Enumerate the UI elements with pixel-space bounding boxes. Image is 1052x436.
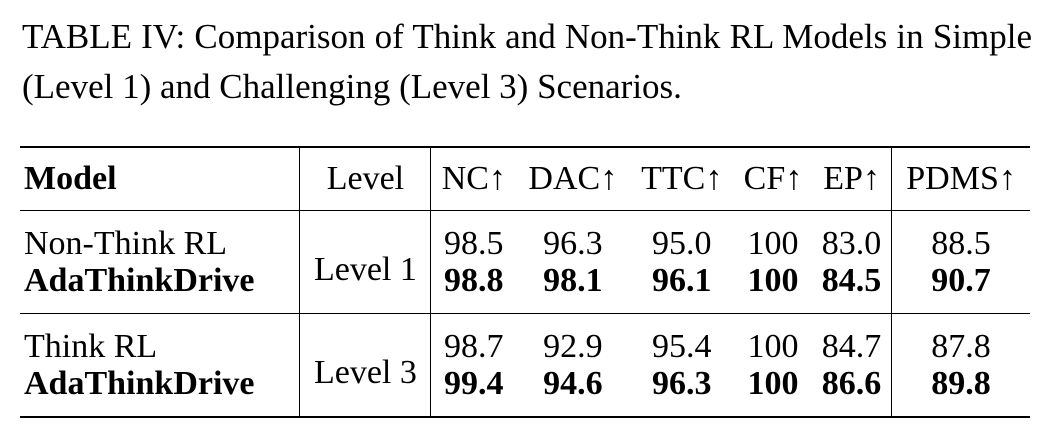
column-header: PDMS↑	[906, 160, 1016, 197]
column-header: Level	[299, 147, 432, 211]
value-cell: 84.7	[811, 313, 893, 365]
value-cell: 86.6	[811, 365, 893, 417]
value-cell: 100	[747, 328, 799, 365]
value-cell: 89.8	[931, 365, 991, 402]
column-header: CF↑	[743, 160, 803, 197]
data-row: AdaThinkDrive 98.8 98.1 96.1 100 84.5 90.7	[20, 262, 1030, 314]
column-header: TTC↑	[641, 160, 723, 197]
value-cell: 84.5	[811, 262, 893, 314]
value-cell: 95.4	[651, 328, 712, 365]
column-header: EP↑	[811, 147, 893, 211]
model-cell: AdaThinkDrive	[24, 262, 255, 299]
value-cell: 98.7	[444, 328, 504, 365]
value-cell: 100	[747, 365, 799, 402]
value-cell: 83.0	[811, 210, 893, 262]
results-table: Model Level NC↑ DAC↑ TTC↑ CF↑ EP↑ PDMS↑ Non-Thin…	[20, 146, 1030, 418]
data-row: Non-Think RL Level 1 98.5 96.3 95.0 100 83.0 88…	[20, 210, 1030, 314]
model-cell: AdaThinkDrive	[24, 365, 255, 402]
model-cell: Non-Think RL	[24, 225, 228, 262]
value-cell: 90.7	[931, 262, 991, 299]
column-header: DAC↑	[528, 160, 618, 197]
value-cell: 96.3	[543, 225, 603, 262]
caption: TABLE IV: Comparison of Think and Non-Th…	[22, 17, 1032, 106]
value-cell: 98.5	[444, 225, 504, 262]
data-row: Think RL Level 3 98.7 92.9 95.4 100 84.7 87.8	[20, 313, 1030, 417]
data-row: AdaThinkDrive 99.4 94.6 96.3 100 86.6 89.8	[20, 365, 1030, 417]
value-cell: 88.5	[931, 225, 991, 262]
column-header: NC↑	[441, 160, 506, 197]
value-cell: 99.4	[444, 365, 504, 402]
value-cell: 100	[747, 262, 799, 299]
value-cell: 94.6	[543, 365, 603, 402]
value-cell: 100	[747, 225, 799, 262]
row-group: Non-Think RL Level 1 98.5 96.3 95.0 100 83.0 88…	[20, 210, 1030, 314]
header-row: Model Level NC↑ DAC↑ TTC↑ CF↑ EP↑ PDMS↑	[20, 147, 1030, 211]
level-cell: Level 3	[299, 313, 432, 417]
model-cell: Think RL	[24, 328, 158, 365]
table-head: Model Level NC↑ DAC↑ TTC↑ CF↑ EP↑ PDMS↑	[20, 147, 1030, 211]
value-cell: 98.1	[543, 262, 603, 299]
value-cell: 95.0	[651, 225, 712, 262]
column-header: Model	[20, 147, 301, 211]
value-cell: 96.1	[651, 262, 712, 299]
value-cell: 92.9	[543, 328, 603, 365]
level-cell: Level 1	[299, 210, 432, 314]
row-group: Think RL Level 3 98.7 92.9 95.4 100 84.7 87.8 Ad…	[20, 313, 1030, 417]
value-cell: 87.8	[931, 328, 991, 365]
value-cell: 96.3	[651, 365, 712, 402]
value-cell: 98.8	[444, 262, 504, 299]
